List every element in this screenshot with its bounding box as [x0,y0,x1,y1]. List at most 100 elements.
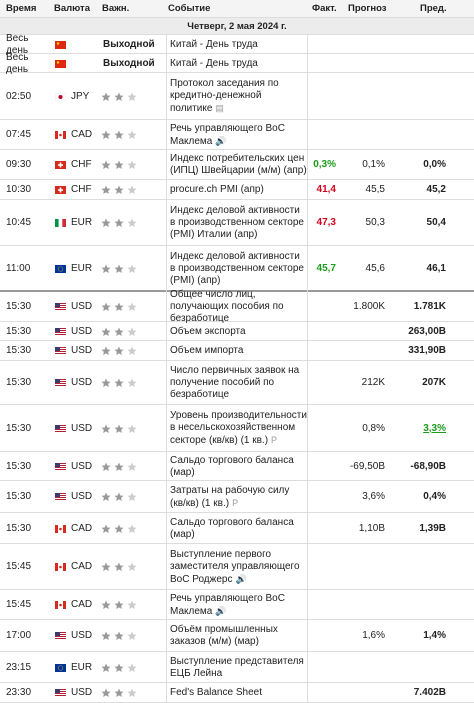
flag-cell [55,405,66,452]
event-cell: Сальдо торгового баланса (мар) [166,513,308,544]
column-header: Время [6,3,37,14]
stars [101,378,137,387]
stars [101,424,137,433]
flag-cell [55,620,66,652]
flag-cell [55,322,66,341]
time: 15:30 [6,422,32,434]
forecast: 45,5 [365,184,385,195]
flag [55,563,66,571]
previous: 1,4% [423,630,446,641]
importance [101,200,141,246]
importance [101,544,141,590]
time: Весь день [6,32,29,56]
event-cell: Затраты на рабочую силу (кв/кв) (1 кв.) P [166,481,308,513]
previous: 0,0% [423,159,446,170]
event-icon: 🔊 [215,605,227,616]
flag-cell [55,341,66,361]
flag-cell [55,590,66,620]
flag-cell [55,683,66,703]
stars [101,562,137,571]
time: 15:30 [6,345,32,356]
column-header: Пред. [420,3,447,14]
time: 17:00 [6,630,32,641]
importance [101,120,141,150]
time: 07:45 [6,129,32,140]
event-row: 15:30 USD Число первичных заявок на получе… [0,361,474,405]
event-row: 17:00 USD Объём промышленных заказов (м/м)… [0,620,474,652]
time: 15:30 [6,522,32,534]
stars [101,600,137,609]
event: Объем экспорта [170,325,246,337]
event-row: 15:30 CAD Сальдо торгового баланса (мар) 1,… [0,513,474,544]
flag [55,186,66,194]
event-cell: procure.ch PMI (апр) [166,180,308,200]
previous: 1.781K [413,301,446,312]
previous: 207K [422,377,446,388]
actual: 45,7 [316,263,336,274]
flag [55,40,66,49]
event-icon: 🔊 [235,573,247,584]
flag [55,689,66,697]
event-cell: Китай - День труда [166,35,308,54]
event: Протокол заседания по кредитно-денежной … [170,78,279,114]
event: Китай - День труда [170,38,258,50]
column-header: Важн. [102,3,130,14]
event: Речь управляющего BoC Маклема 🔊 [170,592,285,617]
currency: USD [71,687,93,698]
event-row: 15:30 USD Уровень производительности в нес… [0,405,474,452]
stars [101,524,137,533]
flag [55,265,66,273]
stars [101,185,137,194]
flag-cell [55,54,66,73]
forecast: 3,6% [362,491,385,502]
event-cell: Индекс деловой активности в производстве… [166,200,308,246]
time: 10:30 [6,184,32,195]
event: Сальдо торгового баланса (мар) [170,516,294,540]
event-row: 23:30 USD Fed's Balance Sheet 7.402B [0,683,474,703]
event-row: Весь день Выходной Китай - День труда [0,32,474,56]
importance [101,513,141,544]
time: 15:30 [6,460,32,472]
currency: USD [71,422,93,434]
time: 11:00 [6,263,31,274]
column-header: Событие [168,3,211,14]
forecast: 1,6% [362,630,385,641]
currency: CAD [71,129,93,140]
stars [101,302,137,311]
flag-cell [55,73,66,120]
stars [101,264,137,273]
flag [55,379,66,387]
forecast: 212K [361,377,385,388]
flag [55,601,66,609]
event: Индекс деловой активности в производстве… [170,205,304,240]
previous: 1,39B [419,522,446,534]
flag-cell [55,246,66,292]
time: 15:30 [6,325,32,337]
currency: USD [71,630,93,641]
currency: JPY [71,90,90,102]
flag-cell [55,513,66,544]
flag-cell [55,292,66,322]
previous: 3,3% [423,422,446,434]
event: Объем импорта [170,345,244,356]
flag-cell [55,361,66,405]
event-cell: Объём промышленных заказов (м/м) (мар) [166,620,308,652]
flag-cell [55,150,66,180]
currency: USD [71,377,93,388]
time: 09:30 [6,159,32,170]
stars [101,327,137,336]
importance [101,292,141,322]
previous: -68,90B [410,460,446,472]
flag [55,92,66,101]
event-cell: Протокол заседания по кредитно-денежной … [166,73,308,120]
event: procure.ch PMI (апр) [170,184,264,195]
time: 15:30 [6,301,32,312]
currency: EUR [71,263,93,274]
stars [101,346,137,355]
stars [101,492,137,501]
forecast: 1,10B [358,522,385,534]
event: Индекс деловой активности в производстве… [170,251,304,286]
stars [101,663,137,672]
event-row: 11:00 EUR Индекс деловой активности в прои… [0,246,474,292]
